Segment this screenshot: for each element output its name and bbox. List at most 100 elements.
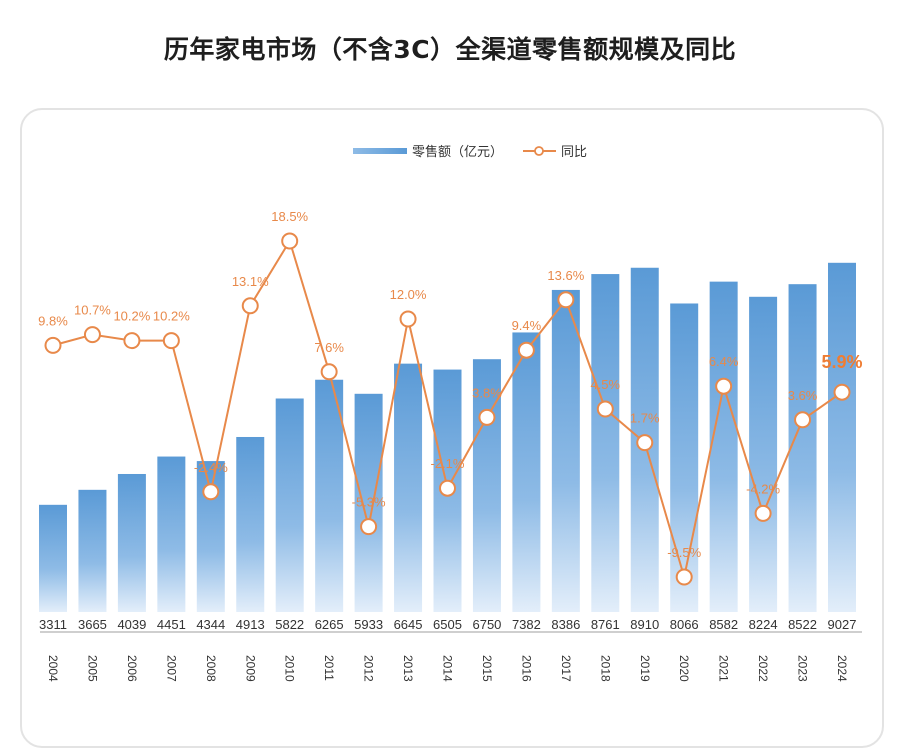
bar-2011	[315, 379, 344, 612]
bar-value-label-2024: 9027	[828, 617, 857, 632]
bar-2018	[591, 274, 620, 612]
yoy-point-2011	[320, 363, 338, 381]
x-tick-label-2012: 2012	[362, 655, 376, 682]
bar-value-label-2006: 4039	[117, 617, 146, 632]
yoy-point-2020	[675, 568, 693, 586]
x-tick-label-2010: 2010	[283, 655, 297, 682]
bar-2005	[78, 489, 107, 612]
bar-value-label-2010: 5822	[275, 617, 304, 632]
bar-2017	[551, 289, 580, 612]
yoy-label-2021: 6.4%	[709, 354, 739, 369]
x-tick-label-2007: 2007	[164, 655, 178, 682]
x-tick-label-2022: 2022	[756, 655, 770, 682]
bar-value-label-2021: 8582	[709, 617, 738, 632]
yoy-label-2016: 9.4%	[512, 318, 542, 333]
yoy-point-2017	[557, 291, 575, 309]
x-tick-label-2009: 2009	[243, 655, 257, 682]
bar-value-label-2009: 4913	[236, 617, 265, 632]
yoy-point-2015	[478, 408, 496, 426]
bar-value-label-2019: 8910	[630, 617, 659, 632]
chart-title: 历年家电市场（不含3C）全渠道零售额规模及同比	[163, 35, 737, 64]
bar-value-label-2020: 8066	[670, 617, 699, 632]
legend-label-retail: 零售额（亿元）	[412, 144, 503, 160]
bar-value-label-2004: 3311	[39, 617, 67, 632]
x-tick-label-2013: 2013	[401, 655, 415, 682]
yoy-label-2004: 9.8%	[38, 313, 68, 328]
yoy-label-2019: 1.7%	[630, 411, 660, 426]
yoy-point-2014	[439, 479, 456, 497]
yoy-point-2006	[123, 332, 141, 350]
bar-2009	[236, 436, 265, 612]
yoy-label-2020: -9.5%	[667, 545, 701, 560]
legend: 零售额（亿元） 同比	[353, 144, 587, 160]
bar-2006	[117, 473, 146, 612]
bar-2013	[394, 363, 423, 612]
x-tick-label-2011: 2011	[322, 655, 336, 681]
bar-value-label-2023: 8522	[788, 617, 817, 632]
yoy-label-2006: 10.2%	[113, 309, 150, 324]
yoy-label-2017: 13.6%	[547, 268, 584, 283]
yoy-label-2011: 7.6%	[314, 340, 344, 355]
yoy-label-2014: -2.1%	[431, 456, 465, 471]
yoy-point-2021	[715, 377, 733, 395]
bar-value-label-2017: 8386	[551, 617, 580, 632]
x-tick-label-2004: 2004	[46, 655, 60, 682]
yoy-point-2013	[399, 310, 417, 328]
x-tick-label-2005: 2005	[85, 655, 99, 682]
yoy-point-2009	[241, 297, 259, 315]
bar-2024	[828, 262, 856, 612]
yoy-point-2012	[360, 518, 378, 536]
yoy-label-2015: 3.8%	[472, 385, 502, 400]
yoy-point-2005	[83, 326, 101, 344]
x-tick-label-2014: 2014	[441, 655, 455, 682]
yoy-label-2005: 10.7%	[74, 303, 111, 318]
yoy-point-2022	[754, 504, 772, 522]
x-tick-label-2016: 2016	[519, 655, 533, 682]
x-tick-label-2015: 2015	[480, 655, 494, 682]
bar-value-label-2022: 8224	[749, 617, 778, 632]
yoy-point-2016	[517, 341, 535, 359]
yoy-label-2012: -5.3%	[352, 495, 386, 510]
bar-value-label-2012: 5933	[354, 617, 383, 632]
bar-value-label-2018: 8761	[591, 617, 620, 632]
bar-2012	[354, 393, 383, 612]
bar-value-label-2008: 4344	[196, 617, 225, 632]
bar-2010	[275, 398, 304, 612]
x-tick-label-2018: 2018	[598, 655, 612, 682]
yoy-point-2019	[636, 434, 654, 452]
yoy-point-2007	[162, 332, 180, 350]
yoy-point-2010	[281, 232, 299, 250]
x-tick-label-2019: 2019	[638, 655, 652, 682]
bar-2004	[39, 504, 67, 612]
legend-line-marker	[534, 146, 544, 156]
yoy-label-2013: 12.0%	[390, 287, 427, 302]
yoy-point-2024	[833, 383, 851, 401]
x-tick-label-2017: 2017	[559, 655, 573, 682]
yoy-label-2018: 4.5%	[590, 377, 620, 392]
yoy-label-2022: -4.2%	[746, 481, 780, 496]
yoy-label-2007: 10.2%	[153, 309, 190, 324]
yoy-point-2008	[202, 483, 220, 501]
bar-value-label-2015: 6750	[472, 617, 501, 632]
x-tick-label-2020: 2020	[677, 655, 691, 682]
bar-value-label-2013: 6645	[394, 617, 423, 632]
yoy-point-2018	[596, 400, 614, 418]
x-tick-label-2021: 2021	[717, 655, 731, 682]
yoy-point-2023	[794, 411, 812, 429]
bar-value-label-2016: 7382	[512, 617, 541, 632]
x-tick-label-2008: 2008	[204, 655, 218, 682]
bar-2007	[157, 456, 186, 612]
x-tick-label-2023: 2023	[796, 655, 810, 682]
yoy-label-2009: 13.1%	[232, 274, 269, 289]
legend-bar-swatch	[353, 148, 407, 154]
bar-value-label-2011: 6265	[315, 617, 344, 632]
yoy-label-2010: 18.5%	[271, 209, 308, 224]
yoy-label-2024: 5.9%	[821, 352, 862, 372]
bar-value-label-2007: 4451	[157, 617, 186, 632]
x-tick-label-2024: 2024	[835, 655, 849, 682]
yoy-label-2008: -2.4%	[194, 460, 228, 475]
yoy-label-2023: 3.6%	[788, 388, 818, 403]
bar-value-label-2014: 6505	[433, 617, 462, 632]
bar-2020	[670, 303, 699, 612]
